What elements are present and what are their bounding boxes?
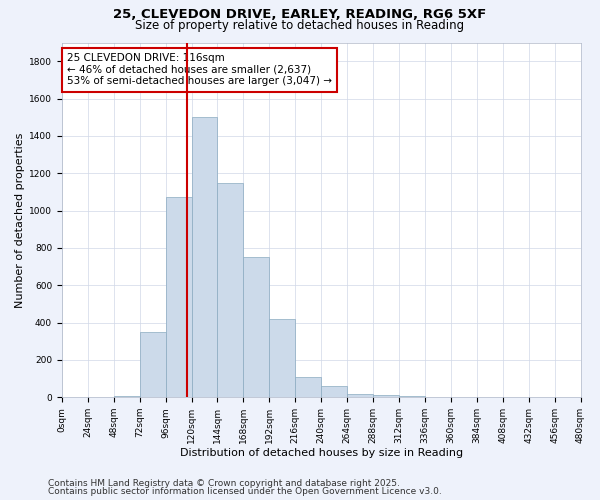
Bar xyxy=(244,257,269,397)
Text: Contains public sector information licensed under the Open Government Licence v3: Contains public sector information licen… xyxy=(48,487,442,496)
Bar xyxy=(399,396,425,397)
Bar xyxy=(191,117,217,397)
X-axis label: Distribution of detached houses by size in Reading: Distribution of detached houses by size … xyxy=(179,448,463,458)
Y-axis label: Number of detached properties: Number of detached properties xyxy=(15,132,25,308)
Text: 25, CLEVEDON DRIVE, EARLEY, READING, RG6 5XF: 25, CLEVEDON DRIVE, EARLEY, READING, RG6… xyxy=(113,8,487,20)
Bar xyxy=(166,198,191,397)
Bar xyxy=(140,332,166,397)
Bar xyxy=(373,396,399,397)
Bar xyxy=(321,386,347,397)
Text: Contains HM Land Registry data © Crown copyright and database right 2025.: Contains HM Land Registry data © Crown c… xyxy=(48,478,400,488)
Bar xyxy=(347,394,373,397)
Bar xyxy=(295,376,321,397)
Bar xyxy=(269,319,295,397)
Text: Size of property relative to detached houses in Reading: Size of property relative to detached ho… xyxy=(136,18,464,32)
Text: 25 CLEVEDON DRIVE: 116sqm
← 46% of detached houses are smaller (2,637)
53% of se: 25 CLEVEDON DRIVE: 116sqm ← 46% of detac… xyxy=(67,53,332,86)
Bar xyxy=(217,182,244,397)
Bar xyxy=(114,396,140,397)
